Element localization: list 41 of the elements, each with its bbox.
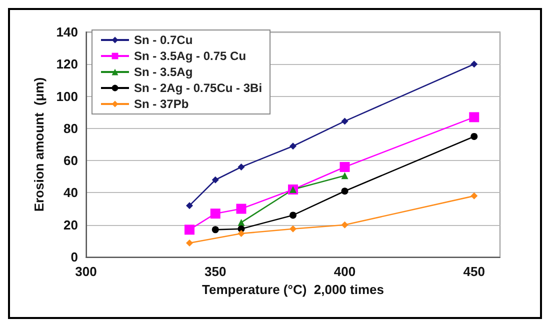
point: [184, 224, 194, 235]
point: [238, 164, 245, 170]
point: [341, 188, 348, 195]
legend-label: Sn - 2Ag - 0.75Cu - 3Bi: [134, 81, 262, 95]
legend-label: Sn - 37Pb: [134, 97, 189, 111]
point: [212, 176, 219, 184]
point: [236, 204, 246, 214]
point: [238, 230, 245, 238]
x-tick-label: 400: [334, 264, 356, 279]
x-tick-label: 350: [204, 264, 226, 279]
point: [290, 225, 296, 232]
y-tick-label: 120: [56, 56, 78, 72]
point: [340, 162, 350, 172]
y-tick-label: 80: [64, 120, 78, 136]
y-tick-label: 40: [64, 185, 78, 200]
point: [290, 142, 296, 150]
point: [341, 221, 348, 228]
point: [210, 208, 220, 219]
x-axis-title: Temperature (°C) 2,000 times: [202, 282, 384, 297]
y-tick-label: 60: [64, 153, 78, 168]
y-tick-label: 100: [56, 88, 78, 104]
point: [212, 226, 219, 234]
point: [341, 172, 348, 180]
point: [470, 60, 478, 68]
point: [469, 112, 480, 122]
point: [470, 192, 478, 200]
legend-label: Sn - 3.5Ag - 0.75 Cu: [134, 49, 246, 63]
x-tick-label: 300: [75, 264, 97, 279]
legend-label: Sn - 3.5Ag: [134, 65, 193, 79]
y-axis-title: Erosion amount (μm): [31, 77, 46, 212]
point: [238, 218, 245, 226]
point: [186, 240, 193, 247]
y-tick-label: 0: [70, 250, 78, 264]
x-tick-label: 450: [463, 264, 485, 279]
legend-label: Sn - 0.7Cu: [134, 33, 193, 47]
point: [186, 202, 193, 210]
y-tick-label: 140: [56, 24, 78, 40]
point: [470, 132, 478, 140]
y-tick-label: 20: [64, 217, 78, 232]
point: [290, 212, 296, 219]
point: [341, 118, 348, 125]
